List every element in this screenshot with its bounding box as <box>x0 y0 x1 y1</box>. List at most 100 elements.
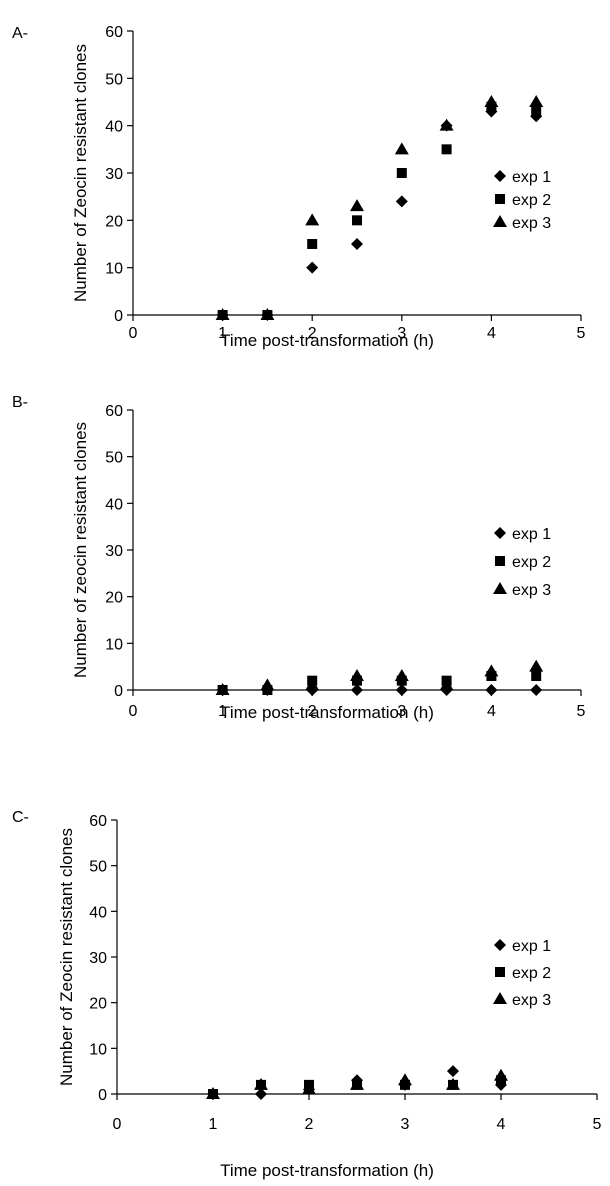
data-point-triangle <box>398 1073 412 1086</box>
data-point-triangle <box>439 118 454 131</box>
x-tick-label: 5 <box>577 325 586 342</box>
legend-label: exp 3 <box>512 582 551 599</box>
y-axis-title: Number of zeocin resistant clones <box>71 422 90 678</box>
data-point-square <box>531 671 542 681</box>
panel-label: B- <box>12 394 28 411</box>
x-tick-label: 0 <box>113 1116 122 1133</box>
x-tick-label: 1 <box>218 703 227 720</box>
legend-label: exp 1 <box>512 526 551 543</box>
legend-marker-square <box>495 556 505 566</box>
y-axis-title: Number of Zeocin resistant clones <box>71 44 90 302</box>
x-tick-label: 4 <box>487 703 496 720</box>
legend-marker-triangle <box>493 215 507 227</box>
legend-label: exp 1 <box>512 938 551 955</box>
legend-marker-square <box>495 967 505 977</box>
x-axis-title: Time post-transformation (h) <box>220 703 434 722</box>
chart-panel-3: C- 0 10 20 30 40 50 60 0 1 2 3 4 5 Time post-transform… <box>12 809 602 1180</box>
data-point-triangle <box>215 308 230 320</box>
x-tick-label: 5 <box>593 1116 602 1133</box>
legend: exp 1 exp 2 exp 3 <box>493 526 551 599</box>
y-tick-label: 20 <box>105 213 123 230</box>
legend: exp 1 exp 2 exp 3 <box>493 169 551 232</box>
data-point-triangle <box>394 142 409 155</box>
y-tick-label: 50 <box>105 71 123 88</box>
data-point-square <box>531 106 542 117</box>
x-tick-label: 4 <box>497 1116 506 1133</box>
data-point-triangle <box>494 1068 508 1081</box>
data-point-square <box>396 168 407 178</box>
series-exp-2 <box>217 101 542 320</box>
y-tick-label: 0 <box>98 1087 107 1104</box>
y-tick-label: 30 <box>105 166 123 183</box>
legend-marker-diamond <box>494 170 506 182</box>
y-tick-label: 10 <box>105 636 123 653</box>
data-point-triangle <box>254 1077 268 1090</box>
data-point-triangle <box>215 683 230 695</box>
data-point-triangle <box>484 95 499 107</box>
legend-label: exp 2 <box>512 192 551 209</box>
data-point-triangle <box>260 678 275 691</box>
series-exp-1 <box>216 105 543 321</box>
x-axis-title: Time post-transformation (h) <box>220 1161 434 1180</box>
x-tick-label: 4 <box>487 325 496 342</box>
data-point-triangle <box>302 1082 316 1095</box>
data-point-diamond <box>306 261 319 274</box>
data-point-triangle <box>350 199 364 212</box>
legend-marker-diamond <box>494 527 506 539</box>
x-tick-label: 3 <box>401 1116 410 1133</box>
data-point-triangle <box>350 669 364 681</box>
data-point-triangle <box>206 1087 220 1099</box>
x-axis-title: Time post-transformation (h) <box>220 331 434 350</box>
data-point-triangle <box>529 95 544 107</box>
x-tick-label: 3 <box>397 325 406 342</box>
data-point-triangle <box>439 678 454 691</box>
x-tick-label: 2 <box>308 703 317 720</box>
legend-label: exp 2 <box>512 965 551 982</box>
data-point-triangle <box>394 669 409 681</box>
x-tick-label: 1 <box>209 1116 218 1133</box>
legend-marker-diamond <box>494 939 506 951</box>
data-point-triangle <box>484 664 499 677</box>
data-point-triangle <box>529 659 544 672</box>
data-point-diamond <box>351 684 363 696</box>
y-tick-label: 40 <box>105 119 123 136</box>
data-point-diamond <box>447 1065 459 1078</box>
data-point-square <box>352 215 362 226</box>
x-tick-label: 2 <box>308 325 317 342</box>
y-tick-label: 40 <box>105 496 123 513</box>
data-point-diamond <box>485 684 498 696</box>
x-tick-label: 0 <box>129 703 138 720</box>
legend-marker-triangle <box>493 582 507 594</box>
y-tick-label: 10 <box>105 261 123 278</box>
legend-marker-square <box>495 194 505 204</box>
x-tick-label: 0 <box>129 325 138 342</box>
y-tick-label: 30 <box>105 543 123 560</box>
y-tick-label: 10 <box>89 1041 107 1058</box>
chart-panel-2: B- 0 10 20 30 40 50 60 0 1 2 3 4 5 Time post-transform… <box>12 394 586 722</box>
series-exp-3 <box>215 659 544 695</box>
data-point-diamond <box>530 684 543 696</box>
legend-label: exp 3 <box>512 992 551 1009</box>
y-tick-label: 40 <box>89 904 107 921</box>
data-point-diamond <box>395 684 408 696</box>
y-axis-title: Number of Zeocin resistant clones <box>57 828 76 1086</box>
legend-label: exp 1 <box>512 169 551 186</box>
y-tick-label: 50 <box>105 450 123 467</box>
chart-panel-1: A- 0 10 20 30 40 50 60 0 1 2 3 4 5 Time post-transform… <box>12 24 586 350</box>
y-tick-label: 0 <box>114 308 123 325</box>
x-tick-label: 1 <box>218 325 227 342</box>
legend-label: exp 3 <box>512 215 551 232</box>
legend-label: exp 2 <box>512 554 551 571</box>
panel-label: A- <box>12 25 28 42</box>
x-tick-label: 5 <box>577 703 586 720</box>
y-tick-label: 60 <box>105 24 123 41</box>
y-tick-label: 60 <box>89 813 107 830</box>
series-exp-3 <box>206 1068 508 1099</box>
x-tick-label: 3 <box>397 703 406 720</box>
y-tick-label: 30 <box>89 950 107 967</box>
panel-label: C- <box>12 809 29 826</box>
y-tick-label: 20 <box>89 996 107 1013</box>
data-point-triangle <box>305 213 320 226</box>
y-tick-label: 0 <box>114 683 123 700</box>
